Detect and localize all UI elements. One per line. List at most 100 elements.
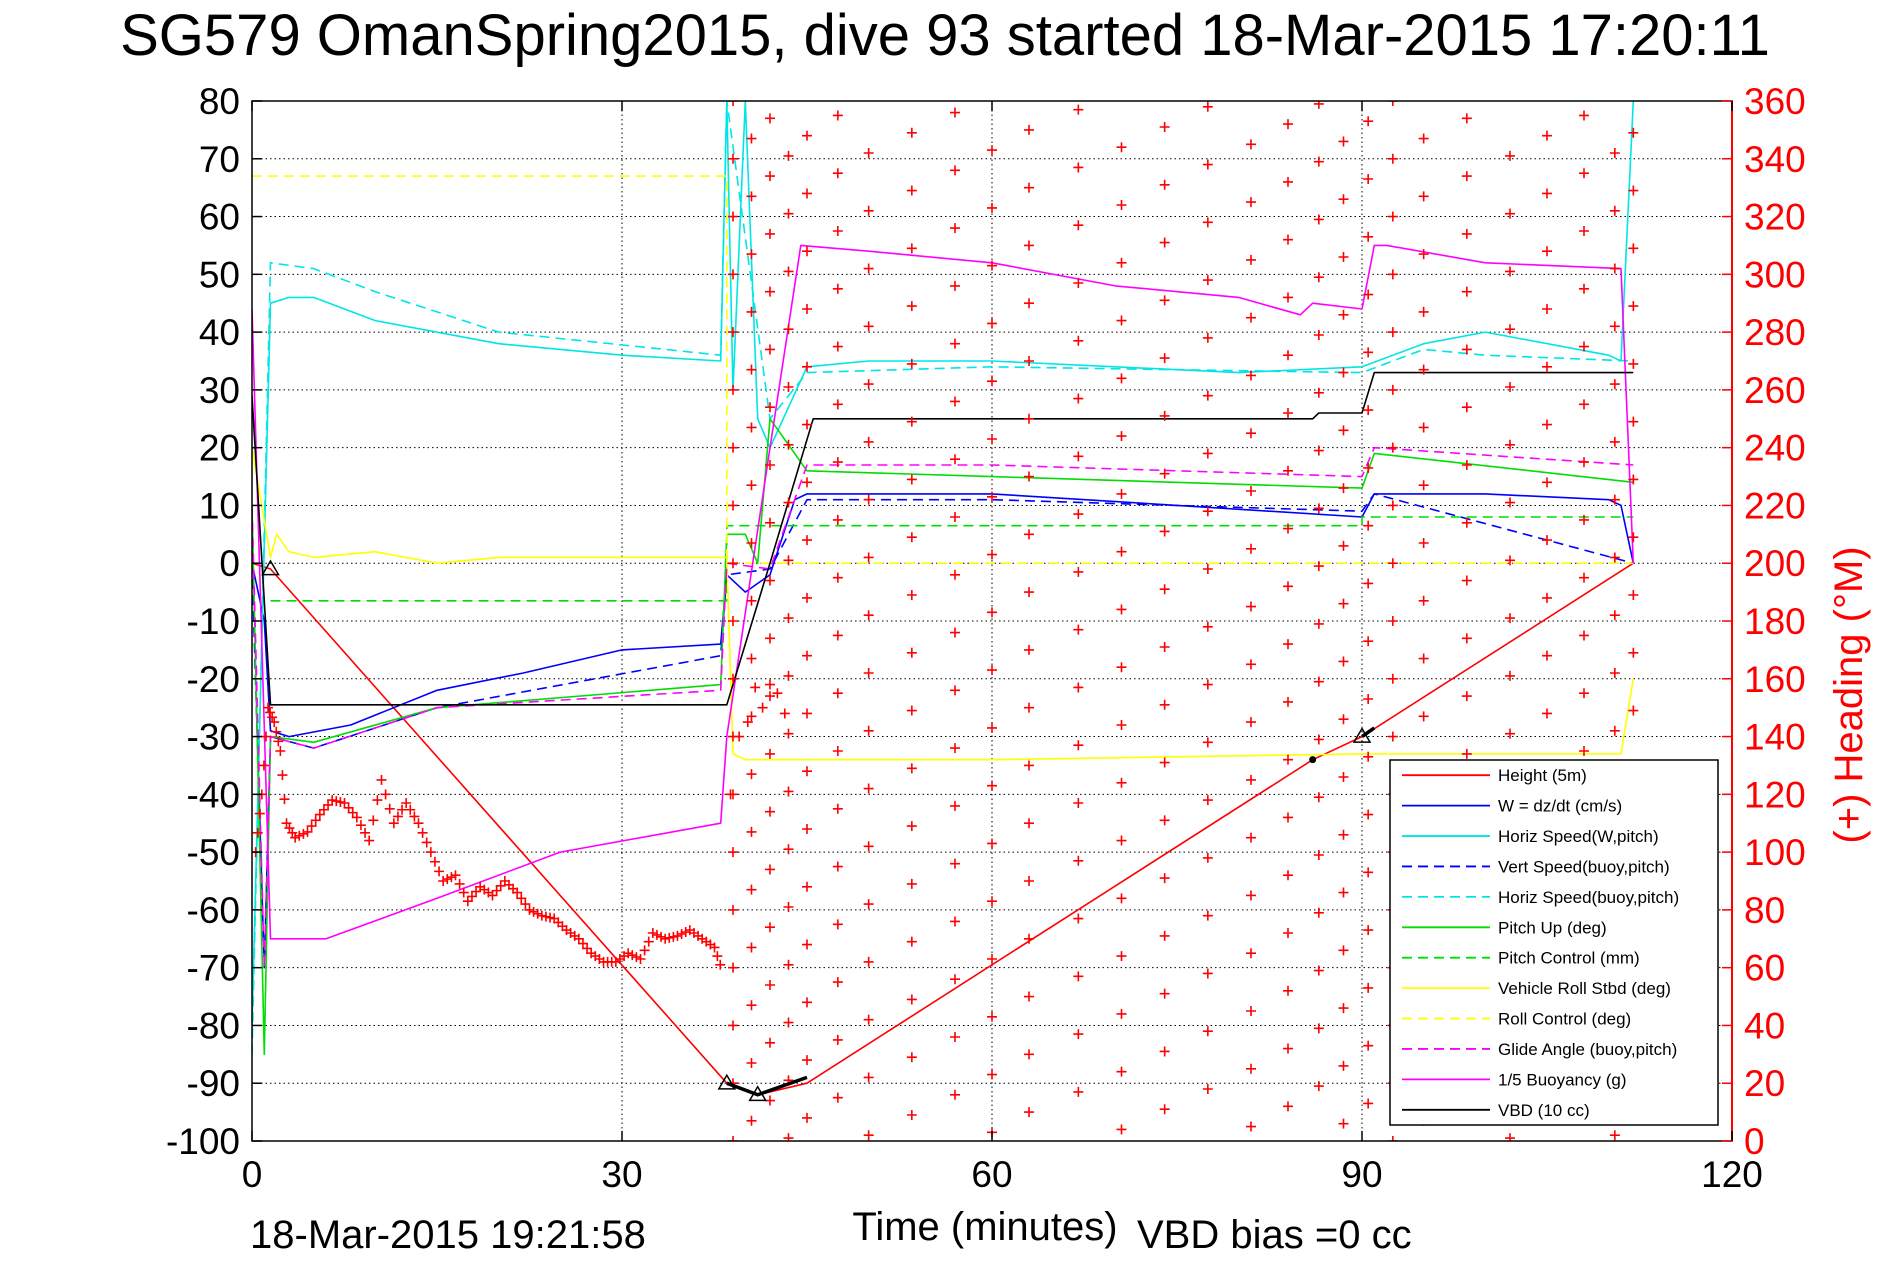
- heading-marker: [1159, 410, 1170, 421]
- y-tick-label: -40: [187, 774, 240, 815]
- heading-marker: [1159, 815, 1170, 826]
- heading-marker: [906, 994, 917, 1005]
- heading-marker: [1579, 688, 1589, 699]
- right-axis-label: (+) Heading (°M): [1827, 546, 1871, 843]
- heading-marker: [1202, 910, 1213, 921]
- heading-marker: [1338, 1118, 1349, 1129]
- heading-marker: [1283, 292, 1293, 303]
- heading-marker: [1024, 413, 1034, 424]
- heading-marker: [765, 113, 775, 124]
- heading-marker: [832, 341, 843, 352]
- heading-marker: [863, 956, 874, 967]
- heading-marker: [728, 101, 738, 106]
- heading-marker: [906, 301, 917, 312]
- y-tick-label: -80: [187, 1005, 240, 1046]
- heading-marker: [1073, 220, 1084, 231]
- heading-marker: [728, 558, 738, 569]
- heading-marker: [1246, 659, 1256, 670]
- y-tick-label: -20: [187, 659, 240, 700]
- chart-title: SG579 OmanSpring2015, dive 93 started 18…: [120, 3, 1770, 68]
- heading-marker: [1283, 350, 1293, 361]
- heading-marker: [1338, 194, 1349, 205]
- heading-marker: [1628, 127, 1639, 138]
- heading-marker: [783, 786, 794, 797]
- heading-marker: [263, 702, 274, 713]
- heading-marker: [380, 789, 391, 800]
- heading-marker: [1505, 555, 1515, 566]
- heading-marker: [351, 812, 362, 823]
- heading-marker: [425, 847, 436, 858]
- heading-marker: [1418, 249, 1429, 260]
- y-tick-label: -50: [187, 832, 240, 873]
- legend-label-height: Height (5m): [1498, 766, 1587, 785]
- heading-marker: [1202, 795, 1213, 806]
- triangle-marker: [717, 1073, 737, 1090]
- heading-marker: [1579, 168, 1589, 179]
- heading-marker: [1024, 644, 1034, 655]
- series-line-roll_control: [252, 175, 1634, 564]
- heading-marker: [1461, 748, 1472, 759]
- dot-marker: [1309, 756, 1317, 764]
- heading-marker: [1387, 153, 1398, 164]
- heading-marker: [1116, 1124, 1127, 1135]
- heading-marker: [950, 916, 960, 927]
- heading-marker: [1461, 344, 1472, 355]
- heading-marker: [832, 803, 843, 814]
- heading-marker: [1246, 717, 1256, 728]
- heading-marker: [746, 422, 757, 433]
- heading-marker: [802, 997, 812, 1008]
- legend: Height (5m) W = dz/dt (cm/s) Horiz Speed(W…: [1389, 759, 1719, 1126]
- heading-marker: [1159, 930, 1170, 941]
- heading-marker: [1024, 587, 1034, 598]
- heading-marker: [728, 327, 738, 338]
- heading-marker: [434, 866, 445, 877]
- heading-marker: [1116, 431, 1127, 442]
- heading-marker: [950, 338, 960, 349]
- heading-marker: [1116, 488, 1127, 499]
- heading-marker: [1313, 1081, 1324, 1092]
- heading-marker: [458, 887, 469, 898]
- heading-marker: [783, 613, 794, 624]
- heading-marker: [279, 794, 290, 805]
- heading-marker: [271, 726, 282, 737]
- heading-marker: [987, 665, 997, 676]
- heading-marker: [1246, 486, 1256, 496]
- heading-marker: [1202, 159, 1213, 170]
- heading-marker: [392, 811, 403, 822]
- y-tick-label: -100: [166, 1121, 240, 1162]
- y-tick-label: 10: [199, 485, 240, 526]
- heading-marker: [401, 798, 412, 808]
- heading-marker: [1246, 139, 1256, 150]
- heading-marker: [728, 442, 738, 453]
- heading-marker: [1159, 642, 1170, 652]
- heading-marker: [1073, 855, 1084, 866]
- heading-marker: [765, 748, 775, 759]
- x-tick-label: 60: [971, 1154, 1012, 1195]
- heading-marker: [863, 494, 874, 505]
- heading-marker: [832, 283, 843, 294]
- heading-marker: [1202, 852, 1213, 863]
- heading-marker: [950, 685, 960, 696]
- heading-marker: [728, 731, 738, 742]
- heading-marker: [1202, 390, 1213, 401]
- heading-marker: [1313, 214, 1324, 225]
- heading-marker: [1073, 566, 1084, 577]
- heading-marker: [765, 922, 775, 933]
- heading-marker: [1246, 890, 1256, 901]
- heading-marker: [1338, 714, 1349, 725]
- heading-marker: [1024, 298, 1034, 309]
- heading-marker: [1283, 985, 1293, 996]
- legend-label-buoyancy: 1/5 Buoyancy (g): [1498, 1070, 1627, 1089]
- heading-marker: [765, 864, 775, 875]
- heading-marker: [1246, 254, 1256, 265]
- heading-marker: [1116, 893, 1127, 904]
- heading-marker: [1579, 226, 1589, 236]
- heading-marker: [1283, 119, 1293, 130]
- y2-tick-label: 80: [1744, 890, 1785, 931]
- heading-marker: [728, 904, 738, 915]
- heading-marker: [267, 712, 278, 723]
- heading-marker: [863, 148, 874, 158]
- heading-marker: [1159, 1104, 1170, 1115]
- legend-label-vehicle_roll: Vehicle Roll Stbd (deg): [1498, 979, 1671, 998]
- heading-marker: [906, 1052, 917, 1063]
